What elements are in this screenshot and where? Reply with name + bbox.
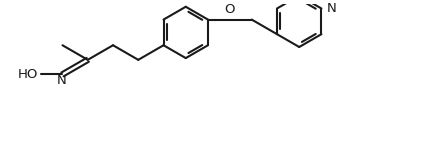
Text: O: O <box>225 3 235 16</box>
Text: N: N <box>326 2 336 15</box>
Text: HO: HO <box>18 68 39 81</box>
Text: N: N <box>57 74 67 87</box>
